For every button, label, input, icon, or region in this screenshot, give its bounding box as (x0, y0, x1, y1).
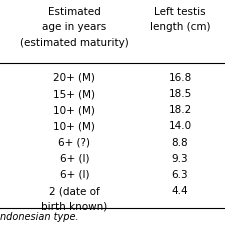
Text: 6+ (I): 6+ (I) (59, 170, 89, 180)
Text: 20+ (M): 20+ (M) (53, 73, 95, 83)
Text: 16.8: 16.8 (168, 73, 192, 83)
Text: 18.5: 18.5 (168, 89, 192, 99)
Text: 6+ (I): 6+ (I) (59, 154, 89, 164)
Text: 9.3: 9.3 (172, 154, 188, 164)
Text: 4.4: 4.4 (172, 186, 188, 196)
Text: 8.8: 8.8 (172, 138, 188, 148)
Text: 6.3: 6.3 (172, 170, 188, 180)
Text: 6+ (?): 6+ (?) (58, 138, 90, 148)
Text: (estimated maturity): (estimated maturity) (20, 38, 129, 48)
Text: ndonesian type.: ndonesian type. (0, 212, 79, 222)
Text: 14.0: 14.0 (169, 122, 191, 131)
Text: 18.2: 18.2 (168, 105, 192, 115)
Text: length (cm): length (cm) (150, 22, 210, 32)
Text: Estimated: Estimated (48, 7, 101, 17)
Text: Left testis: Left testis (154, 7, 206, 17)
Text: birth known): birth known) (41, 202, 107, 212)
Text: 10+ (M): 10+ (M) (53, 122, 95, 131)
Text: 10+ (M): 10+ (M) (53, 105, 95, 115)
Text: 2 (date of: 2 (date of (49, 186, 100, 196)
Text: age in years: age in years (42, 22, 106, 32)
Text: 15+ (M): 15+ (M) (53, 89, 95, 99)
